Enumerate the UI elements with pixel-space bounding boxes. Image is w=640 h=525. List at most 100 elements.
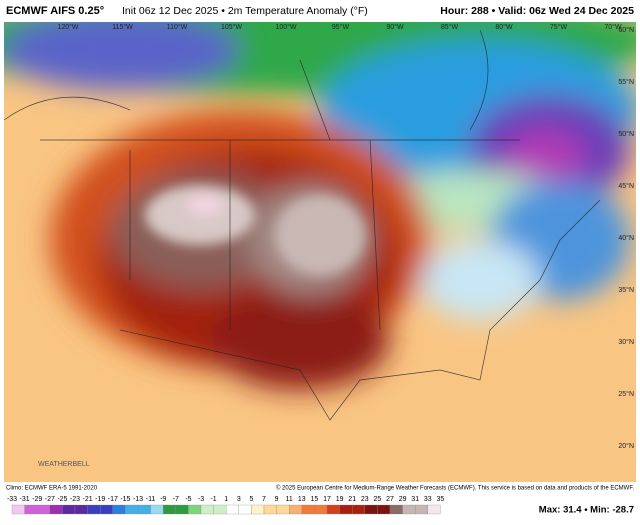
longitude-label: 90°W — [386, 23, 404, 31]
scale-label: -7 — [173, 496, 179, 503]
scale-swatch — [137, 504, 151, 515]
scale-label: -11 — [146, 496, 156, 503]
scale-swatch — [364, 504, 378, 515]
scale-label: -13 — [133, 496, 143, 503]
scale-swatch — [100, 504, 113, 515]
scale-swatch — [87, 504, 101, 515]
scale-swatch — [339, 504, 353, 515]
longitude-label: 85°W — [441, 23, 459, 31]
scale-label: -5 — [185, 496, 191, 503]
scale-label: -33 — [7, 496, 17, 503]
scale-label: 17 — [323, 496, 331, 503]
scale-swatch — [150, 504, 164, 515]
scale-label: 9 — [275, 496, 279, 503]
scale-swatch — [238, 504, 252, 515]
scale-label: -27 — [45, 496, 55, 503]
scale-swatch — [213, 504, 227, 515]
latitude-label: 20°N — [618, 442, 634, 450]
scale-swatch — [226, 504, 239, 515]
longitude-labels: 120°W 115°W 110°W 105°W 100°W 95°W 90°W 85°W 80°… — [57, 23, 622, 31]
run-info: Init 06z 12 Dec 2025 • 2m Temperature An… — [122, 5, 368, 17]
scale-label: -3 — [198, 496, 204, 503]
scale-label: 1 — [224, 496, 228, 503]
scale-label: 5 — [249, 496, 253, 503]
scale-swatch — [37, 504, 50, 515]
scale-label: 33 — [424, 496, 432, 503]
scale-label: -29 — [32, 496, 42, 503]
scale-swatch — [289, 504, 302, 515]
scale-label: 35 — [437, 496, 445, 503]
latitude-label: 45°N — [618, 182, 634, 190]
scale-swatch — [74, 504, 88, 515]
scale-swatch — [175, 504, 189, 515]
copyright: © 2025 European Centre for Medium-Range … — [276, 485, 634, 492]
scale-label: 13 — [298, 496, 306, 503]
scale-swatch — [200, 504, 214, 515]
longitude-label: 120°W — [57, 23, 78, 31]
model-title: ECMWF AIFS 0.25° — [6, 5, 104, 17]
scale-label: -15 — [120, 496, 130, 503]
climo-note: Climo: ECMWF ERA-5 1991-2020 — [6, 486, 98, 492]
latitude-label: 50°N — [618, 130, 634, 138]
scale-label: 31 — [411, 496, 419, 503]
scale-swatch — [301, 504, 315, 515]
scale-swatch — [49, 504, 63, 515]
scale-label: -1 — [210, 496, 216, 503]
scale-label: 25 — [374, 496, 382, 503]
scale-swatch — [112, 504, 126, 515]
map-field — [4, 22, 636, 482]
scale-label: -9 — [160, 496, 166, 503]
scale-label: 11 — [286, 496, 293, 503]
scale-swatch — [24, 504, 38, 515]
scale-swatch — [377, 504, 391, 515]
latitude-labels: 60°N 55°N 50°N 45°N 40°N 35°N 30°N 25°N 20°N — [618, 26, 634, 450]
longitude-label: 105°W — [221, 23, 242, 31]
logo: WEATHERBELL — [38, 461, 90, 468]
scale-swatch — [314, 504, 328, 515]
scale-label: 19 — [336, 496, 344, 503]
scale-label: 23 — [361, 496, 369, 503]
scale-label: -21 — [83, 496, 93, 503]
scale-swatch — [188, 504, 202, 515]
latitude-label: 35°N — [618, 286, 634, 294]
scale-label: 15 — [311, 496, 319, 503]
scale-label: -23 — [70, 496, 80, 503]
longitude-label: 100°W — [275, 23, 296, 31]
scale-label: 3 — [237, 496, 241, 503]
longitude-label: 75°W — [550, 23, 568, 31]
scale-swatch — [415, 504, 428, 515]
scale-swatch — [11, 504, 25, 515]
scale-label: 29 — [399, 496, 407, 503]
scale-label: -31 — [20, 496, 30, 503]
scale-swatch — [352, 504, 365, 515]
scale-label: -25 — [57, 496, 67, 503]
scale-swatch — [402, 504, 416, 515]
latitude-label: 25°N — [618, 390, 634, 398]
scale-swatch — [163, 504, 176, 515]
valid-time: Hour: 288 • Valid: 06z Wed 24 Dec 2025 — [440, 5, 634, 17]
max-min: Max: 31.4 • Min: -28.7 — [539, 505, 634, 516]
longitude-label: 70°W — [604, 23, 622, 31]
scale-swatch — [427, 504, 441, 515]
scale-label: -17 — [108, 496, 118, 503]
scale-swatch — [62, 504, 76, 515]
scale-swatch — [125, 504, 139, 515]
scale-label: -19 — [95, 496, 105, 503]
color-scale: -33 -31 -29 -27 -25 -23 -21 -19 -17 -15 -13 -11 -9 -7… — [7, 496, 445, 515]
longitude-label: 95°W — [332, 23, 350, 31]
longitude-label: 110°W — [167, 23, 188, 31]
scale-label: 7 — [262, 496, 266, 503]
latitude-label: 30°N — [618, 338, 634, 346]
latitude-label: 60°N — [618, 26, 634, 34]
scale-swatch — [251, 504, 265, 515]
latitude-label: 55°N — [618, 78, 634, 86]
longitude-label: 80°W — [495, 23, 513, 31]
scale-label: 21 — [348, 496, 356, 503]
scale-swatch — [326, 504, 340, 515]
latitude-label: 40°N — [618, 234, 634, 242]
scale-swatch — [276, 504, 290, 515]
scale-label: 27 — [386, 496, 394, 503]
scale-swatch — [389, 504, 403, 515]
longitude-label: 115°W — [112, 23, 133, 31]
